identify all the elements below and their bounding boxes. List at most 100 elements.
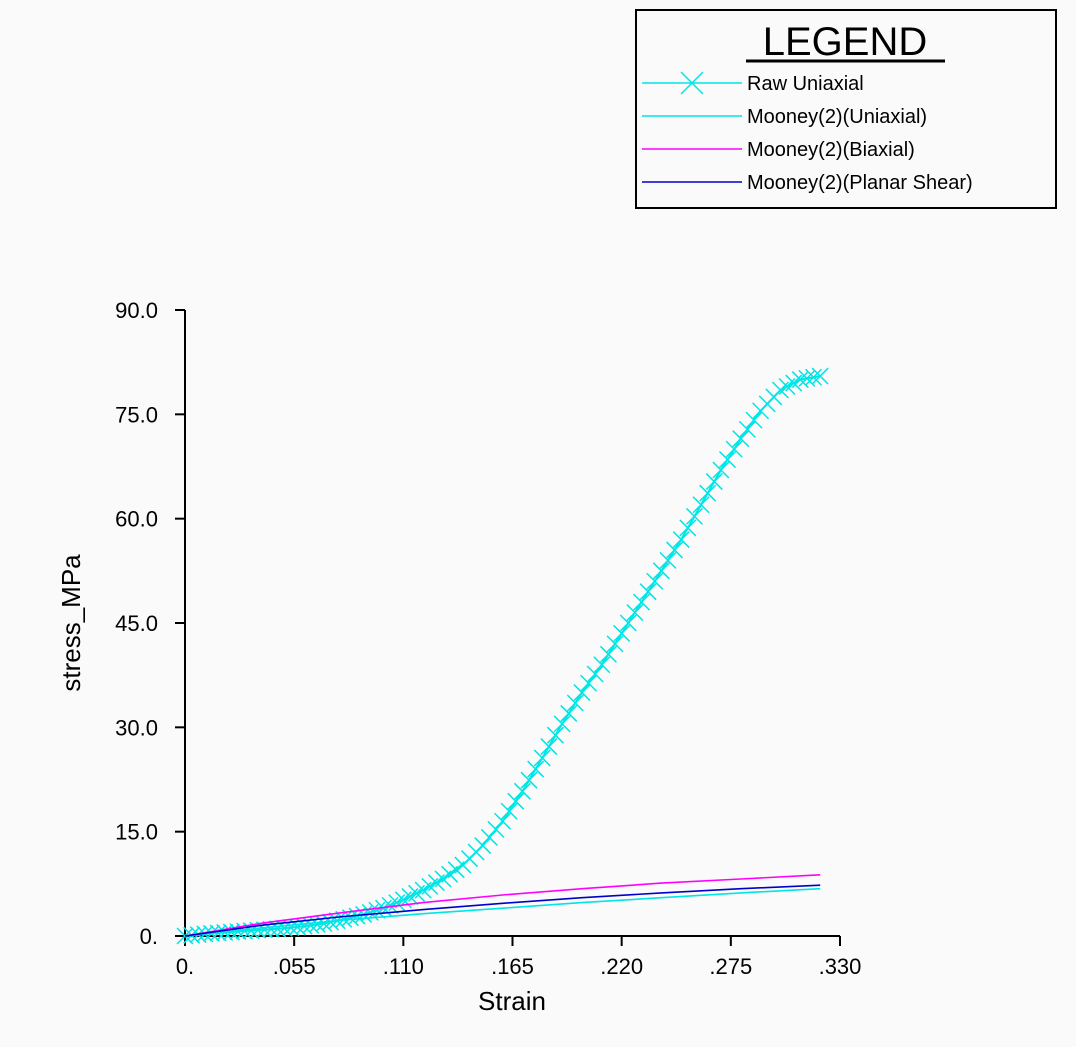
data-point-marker: [553, 715, 571, 733]
data-point-marker: [613, 624, 631, 642]
marker-stroke: [738, 420, 756, 438]
marker-stroke: [513, 782, 531, 800]
data-point-marker: [560, 704, 578, 722]
marker-stroke: [381, 896, 399, 914]
data-point-marker: [619, 614, 637, 632]
series-line-raw-uniaxial: [184, 375, 821, 937]
x-tick-label: 0.: [176, 954, 194, 979]
data-point-marker: [507, 792, 525, 810]
x-tick-label: .055: [273, 954, 316, 979]
data-point-marker: [639, 583, 657, 601]
marker-stroke: [474, 837, 492, 855]
marker-stroke: [606, 635, 624, 653]
y-tick-label: 30.0: [115, 715, 158, 740]
marker-stroke: [659, 551, 677, 569]
marker-stroke: [639, 583, 657, 601]
series-line-mooney-2-uniaxial: [184, 887, 821, 937]
data-point-marker: [593, 656, 611, 674]
marker-stroke: [652, 562, 670, 580]
data-point-marker: [679, 519, 697, 537]
data-point-marker: [487, 820, 505, 838]
marker-stroke: [520, 771, 538, 789]
y-tick-label: 90.0: [115, 298, 158, 323]
legend-frame: [635, 9, 1057, 209]
marker-stroke: [680, 71, 704, 95]
data-point-marker: [566, 694, 584, 712]
x-tick-label: .275: [709, 954, 752, 979]
series-line-mooney-2-biaxial: [184, 874, 821, 937]
data-point-marker: [401, 888, 419, 906]
data-point-marker: [533, 749, 551, 767]
x-tick-label: .220: [600, 954, 643, 979]
data-point-marker: [580, 674, 598, 692]
marker-stroke: [507, 792, 525, 810]
marker-stroke: [798, 369, 816, 387]
marker-stroke: [685, 507, 703, 525]
marker-stroke: [732, 430, 750, 448]
marker-stroke: [546, 726, 565, 744]
x-tick-label: .165: [491, 954, 534, 979]
plot-area: 0. 15.0 30.0 45.0 60.0 75.0 90.0 0. .055 .110 .16…: [115, 298, 861, 979]
data-point-marker: [692, 496, 710, 514]
data-point-marker: [811, 367, 829, 385]
marker-stroke: [480, 828, 498, 846]
legend-item: Mooney(2)(Planar Shear): [642, 172, 973, 194]
legend-item: Raw Uniaxial: [642, 71, 864, 95]
marker-stroke: [725, 440, 743, 458]
marker-stroke: [533, 749, 551, 767]
marker-stroke: [586, 665, 604, 683]
y-tick-label: 75.0: [115, 402, 158, 427]
data-point-marker: [546, 726, 565, 744]
marker-stroke: [341, 909, 359, 927]
data-point-marker: [652, 562, 670, 580]
marker-stroke: [553, 715, 571, 733]
data-point-marker: [586, 665, 604, 683]
data-point-marker: [705, 473, 723, 491]
data-point-marker: [474, 837, 492, 855]
data-point-marker: [685, 507, 703, 525]
x-axis-label: Strain: [478, 986, 546, 1016]
marker-stroke: [672, 531, 690, 549]
data-point-marker: [680, 71, 704, 95]
data-point-marker: [725, 440, 743, 458]
data-point-marker: [718, 451, 737, 469]
marker-stroke: [368, 901, 386, 919]
marker-stroke: [718, 451, 737, 469]
marker-stroke: [613, 624, 631, 642]
data-point-marker: [368, 901, 386, 919]
data-point-marker: [738, 420, 756, 438]
legend-item-label: Mooney(2)(Biaxial): [747, 139, 915, 161]
y-axis-label: stress_MPa: [56, 554, 86, 692]
marker-stroke: [679, 519, 697, 537]
legend-item: Mooney(2)(Uniaxial): [642, 106, 927, 128]
marker-stroke: [632, 593, 651, 611]
data-point-marker: [632, 593, 651, 611]
legend-item-label: Raw Uniaxial: [747, 73, 864, 95]
marker-stroke: [705, 473, 723, 491]
series-line-mooney-2-planar-shear: [184, 884, 821, 937]
data-point-marker: [666, 541, 684, 559]
x-tick-label: .330: [819, 954, 862, 979]
data-point-marker: [500, 802, 518, 820]
data-point-marker: [388, 894, 406, 912]
marker-stroke: [791, 371, 809, 389]
marker-stroke: [745, 411, 763, 429]
data-point-marker: [626, 604, 644, 622]
data-point-marker: [527, 760, 545, 778]
data-point-marker: [606, 635, 624, 653]
y-tick-label: 0.: [140, 924, 158, 949]
y-tick-label: 60.0: [115, 507, 158, 532]
marker-stroke: [566, 694, 584, 712]
marker-stroke: [573, 684, 591, 702]
marker-stroke: [540, 738, 558, 756]
marker-stroke: [805, 368, 823, 386]
y-tick-label: 45.0: [115, 611, 158, 636]
data-point-marker: [381, 896, 399, 914]
legend-item-label: Mooney(2)(Uniaxial): [747, 106, 927, 128]
marker-stroke: [646, 572, 664, 590]
data-point-marker: [513, 782, 531, 800]
x-tick-label: .110: [383, 954, 424, 979]
data-point-marker: [573, 684, 591, 702]
